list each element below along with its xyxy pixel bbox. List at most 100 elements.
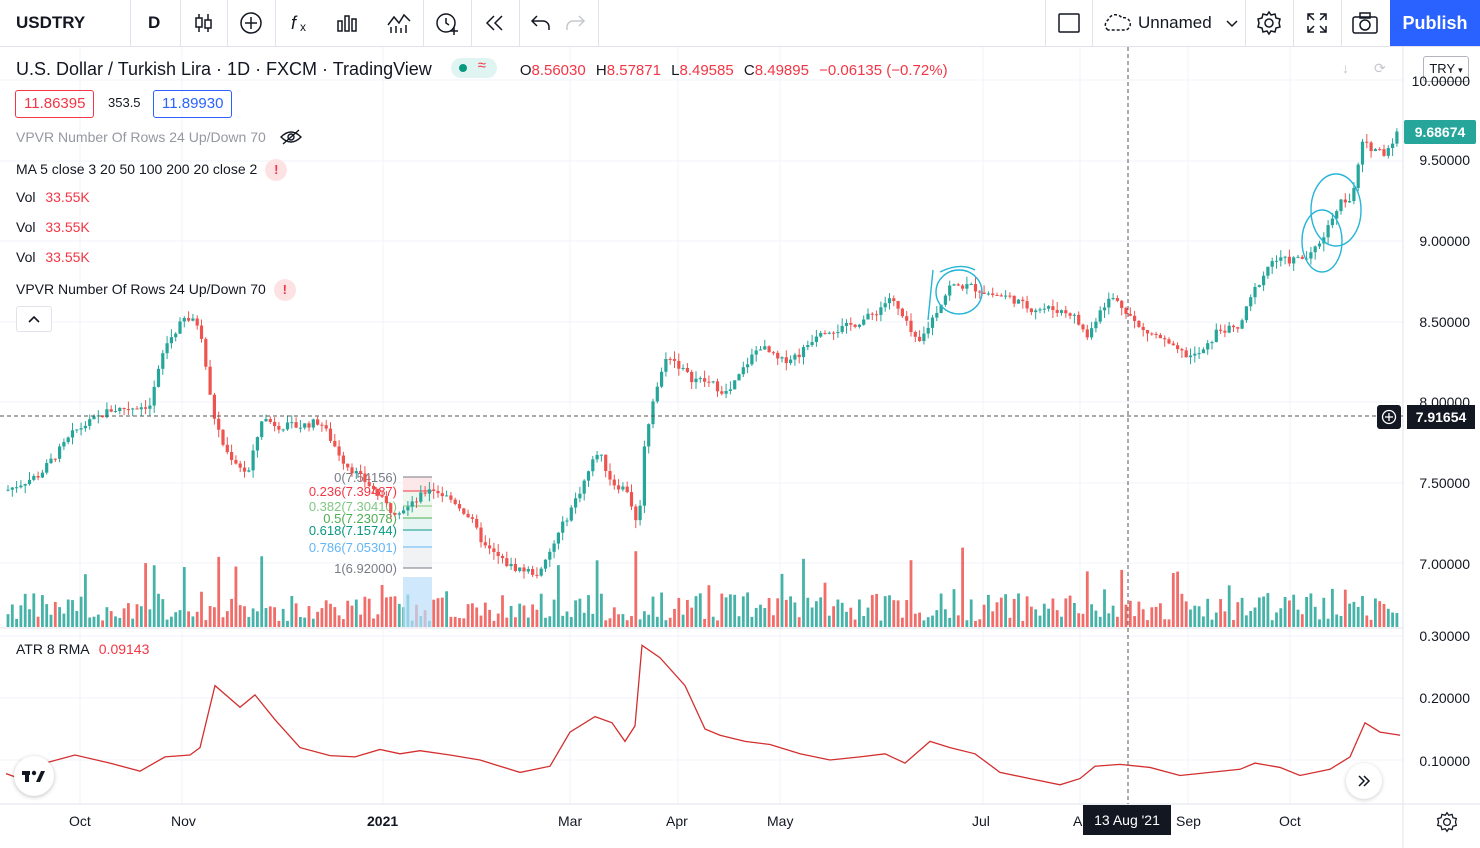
candle-body xyxy=(561,521,565,533)
legend-vpvr-1[interactable]: VPVR Number Of Rows 24 Up/Down 70 xyxy=(16,129,302,148)
candle-body xyxy=(1038,309,1042,311)
candle-body xyxy=(543,559,548,569)
volume-bar xyxy=(1322,597,1326,627)
volume-bar xyxy=(479,615,483,627)
volume-bar xyxy=(767,598,771,627)
legend-vol-2[interactable]: Vol 33.55K xyxy=(16,219,90,235)
volume-bar xyxy=(913,613,917,627)
candle-body xyxy=(1382,149,1386,156)
eye-off-icon[interactable] xyxy=(279,129,302,148)
volume-bar xyxy=(729,594,732,627)
buy-price-box[interactable]: 11.89930 xyxy=(153,90,233,118)
undo-icon[interactable] xyxy=(518,0,564,46)
price-tick: 7.50000 xyxy=(1419,475,1470,491)
volume-bar xyxy=(10,604,14,627)
candle-body xyxy=(905,316,909,321)
plus-circle-icon[interactable] xyxy=(228,0,274,46)
candle-body xyxy=(1365,141,1369,143)
arrow-down-icon[interactable]: ↓ xyxy=(1342,60,1349,76)
volume-bar xyxy=(845,611,848,627)
candle-body xyxy=(1369,142,1373,152)
publish-button[interactable]: Publish xyxy=(1390,0,1480,46)
candle-body xyxy=(320,424,324,426)
volume-bar xyxy=(956,615,960,627)
volume-bar xyxy=(535,609,539,627)
camera-icon[interactable] xyxy=(1342,0,1388,46)
candle-body xyxy=(574,498,578,508)
volume-bar xyxy=(84,574,87,627)
candle-body xyxy=(1059,310,1064,313)
volume-bar xyxy=(866,607,870,627)
candle-body xyxy=(1274,260,1279,262)
legend-vol-3[interactable]: Vol 33.55K xyxy=(16,249,90,265)
legend-ma[interactable]: MA 5 close 3 20 50 100 200 20 close 2! xyxy=(16,159,288,181)
refresh-icon[interactable]: ⟳ xyxy=(1374,60,1386,76)
chevron-up-icon[interactable] xyxy=(16,306,52,332)
sell-price-box[interactable]: 11.86395 xyxy=(15,90,95,118)
candle-body xyxy=(144,407,148,409)
time-tick: 2021 xyxy=(367,813,399,829)
rewind-icon[interactable] xyxy=(472,0,518,46)
volume-bar xyxy=(342,619,345,627)
price-axis[interactable]: 10.00000 9.50000 9.00000 8.50000 8.00000… xyxy=(1404,47,1480,804)
candle-body xyxy=(1240,320,1244,329)
candle-body xyxy=(926,327,930,334)
candle-body xyxy=(414,501,419,503)
time-axis[interactable]: Oct Nov 2021 Mar Apr May Jul A Sep Oct 1… xyxy=(0,805,1403,848)
plus-circle-icon[interactable] xyxy=(1377,405,1401,429)
redo-icon[interactable] xyxy=(552,0,598,46)
volume-bar xyxy=(58,607,61,627)
volume-bar xyxy=(1202,616,1205,627)
volume-bar xyxy=(643,611,646,627)
chart-title[interactable]: U.S. Dollar / Turkish Lira · 1D · FXCM ·… xyxy=(16,57,948,80)
candle-body xyxy=(1391,143,1395,149)
layout-icon[interactable] xyxy=(1046,0,1092,46)
double-chevron-right-icon[interactable] xyxy=(1346,763,1382,799)
candle-body xyxy=(406,506,410,511)
layout-name[interactable]: Unnamed xyxy=(1138,13,1212,32)
candle-body xyxy=(1150,333,1154,335)
candle-body xyxy=(827,332,831,334)
volume-bar xyxy=(909,560,913,627)
chevron-down-icon[interactable] xyxy=(1218,0,1246,46)
legend-vpvr-2[interactable]: VPVR Number Of Rows 24 Up/Down 70! xyxy=(16,279,296,301)
gear-icon[interactable] xyxy=(1246,0,1292,46)
volume-bar xyxy=(1133,616,1136,627)
warning-icon[interactable]: ! xyxy=(273,279,296,301)
legend-atr[interactable]: ATR 8 RMA 0.09143 xyxy=(16,641,150,657)
candle-body xyxy=(784,357,788,364)
warning-icon[interactable]: ! xyxy=(265,159,288,181)
candle-body xyxy=(1098,310,1102,322)
time-tick: Jul xyxy=(972,813,990,829)
tradingview-logo-icon[interactable] xyxy=(14,756,54,796)
volume-bar xyxy=(1077,613,1081,627)
volume-bar xyxy=(221,617,225,627)
volume-bar xyxy=(1137,601,1141,627)
alarm-plus-icon[interactable] xyxy=(424,0,470,46)
volume-bar xyxy=(849,607,853,627)
gear-icon[interactable] xyxy=(1436,811,1458,833)
volume-bar xyxy=(174,612,178,627)
volume-bar xyxy=(23,593,27,627)
currency-selector[interactable]: TRY ▾ xyxy=(1423,56,1469,82)
candle-body xyxy=(660,371,664,387)
candle-body xyxy=(453,499,457,505)
bar-chart-icon[interactable] xyxy=(324,0,370,46)
interval-selector[interactable]: D xyxy=(148,13,161,32)
candle-body xyxy=(341,455,345,464)
volume-bar xyxy=(286,620,289,627)
candles-icon[interactable] xyxy=(180,0,226,46)
candle-body xyxy=(604,454,608,472)
symbol-search[interactable]: USDTRY xyxy=(16,13,86,32)
fullscreen-icon[interactable] xyxy=(1294,0,1340,46)
volume-bar xyxy=(802,558,805,627)
templates-icon[interactable] xyxy=(376,0,422,46)
legend-vol-1[interactable]: Vol 33.55K xyxy=(16,189,90,205)
volume-bar xyxy=(1111,605,1115,627)
candle-body xyxy=(750,354,754,365)
volume-bar xyxy=(234,566,238,627)
candle-body xyxy=(509,564,513,567)
volume-bar xyxy=(944,609,947,627)
